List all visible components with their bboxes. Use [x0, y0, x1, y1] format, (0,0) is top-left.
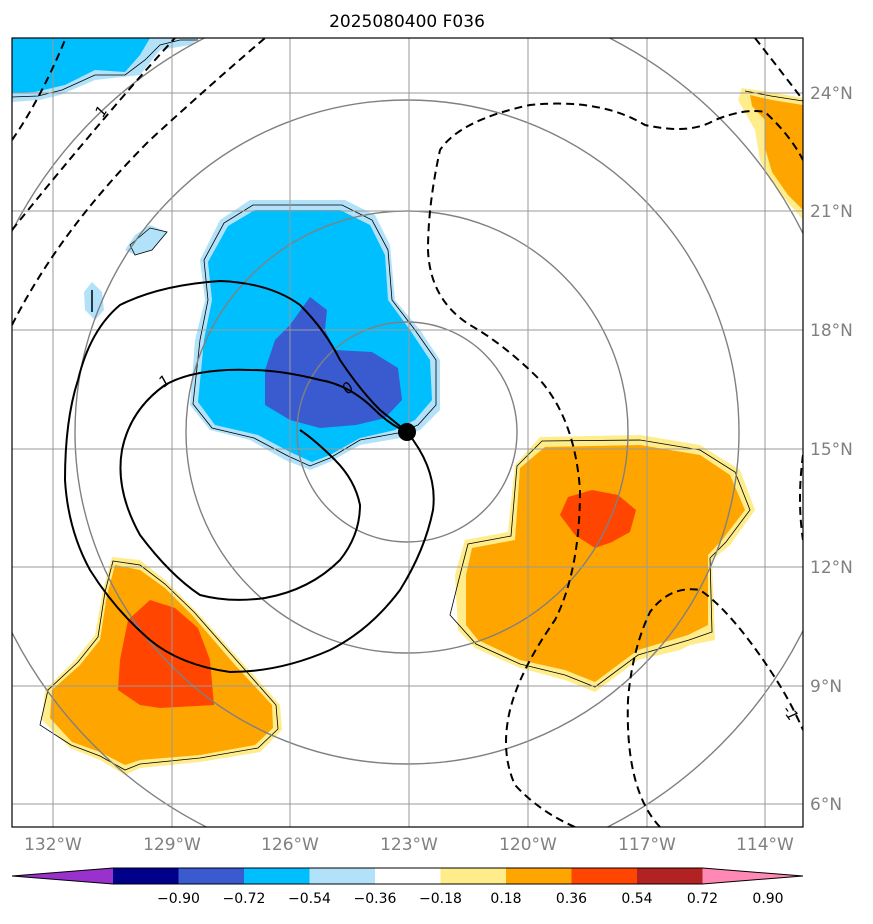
outline-right	[449, 439, 751, 688]
lon-label-117: 117°W	[618, 835, 676, 855]
dashed-left	[12, 38, 266, 326]
map-border	[11, 37, 804, 828]
dashed-topleft-2	[12, 38, 176, 231]
colorbar-tick-label: −0.72	[223, 891, 266, 907]
dashed-bottomright	[626, 588, 803, 827]
colorbar-tick-label: −0.36	[354, 891, 397, 907]
dashed-central-right	[426, 102, 803, 827]
lon-label-114: 114°W	[736, 835, 794, 855]
lat-labels: 24°N 21°N 18°N 15°N 12°N 9°N 6°N	[810, 84, 853, 815]
colorbar-tick-label: 0.54	[621, 891, 652, 907]
lon-label-123: 123°W	[380, 835, 438, 855]
lat-label-24: 24°N	[810, 84, 853, 104]
colorbar-segment	[309, 868, 376, 884]
range-ring-1	[296, 321, 518, 543]
colorbar-segment	[571, 868, 638, 884]
range-ring-3	[74, 99, 740, 765]
colorbar-extend-max	[702, 868, 803, 884]
lat-label-9: 9°N	[810, 677, 842, 697]
lat-label-18: 18°N	[810, 321, 853, 341]
shade-orange-topright	[750, 95, 803, 210]
shade-lightblue-spot1	[125, 225, 167, 255]
colorbar-extend-min	[12, 868, 113, 884]
colorbar: −0.90 −0.72 −0.54 −0.36 −0.18 0.18 0.36 0.54 0.7…	[11, 867, 804, 907]
outline-spot1	[129, 227, 168, 256]
map-area: 1 1 0 -1	[12, 38, 803, 827]
lon-label-132: 132°W	[24, 835, 82, 855]
outline-bottomleft	[39, 560, 279, 771]
lon-label-126: 126°W	[261, 835, 319, 855]
dashed-rightedge	[799, 454, 803, 541]
shade-lightblue-spot2	[84, 282, 104, 320]
colorbar-tick-label: 0.18	[490, 891, 521, 907]
colorbar-tick-label: −0.18	[419, 891, 462, 907]
colorbar-tick-label: 0.72	[687, 891, 718, 907]
colorbar-segment	[113, 868, 179, 884]
colorbar-tick-label: 0.36	[556, 891, 587, 907]
solid-contours	[63, 279, 435, 674]
colorbar-outline	[11, 867, 804, 885]
lat-label-6: 6°N	[810, 795, 842, 815]
lon-label-129: 129°W	[143, 835, 201, 855]
outline-topleft	[12, 39, 198, 98]
shade-orange-right	[466, 445, 745, 682]
lon-labels: 132°W 129°W 126°W 123°W 120°W 117°W 114°…	[24, 835, 794, 855]
contour-1-inner	[119, 368, 408, 601]
colorbar-segment	[506, 868, 572, 884]
contour-1-outer	[63, 279, 435, 674]
lat-label-15: 15°N	[810, 440, 853, 460]
colorbar-segment	[178, 868, 245, 884]
dashed-topleft-1	[12, 39, 66, 141]
lon-label-120: 120°W	[499, 835, 557, 855]
colorbar-segment	[637, 868, 703, 884]
colorbar-segment	[244, 868, 310, 884]
colorbar-tick-label: 0.90	[752, 891, 783, 907]
colorbar-segment	[440, 868, 507, 884]
colorbar-tick-label: −0.90	[157, 891, 200, 907]
lat-label-12: 12°N	[810, 558, 853, 578]
storm-center-dot	[398, 423, 416, 441]
shade-red-bottomleft	[118, 600, 214, 708]
dashed-topright	[754, 38, 803, 101]
colorbar-segment	[375, 868, 441, 884]
dashed-contours	[12, 38, 803, 827]
colorbar-tick-label: −0.54	[288, 891, 331, 907]
lat-label-21: 21°N	[810, 202, 853, 222]
figure-title: 2025080400 F036	[329, 12, 485, 32]
